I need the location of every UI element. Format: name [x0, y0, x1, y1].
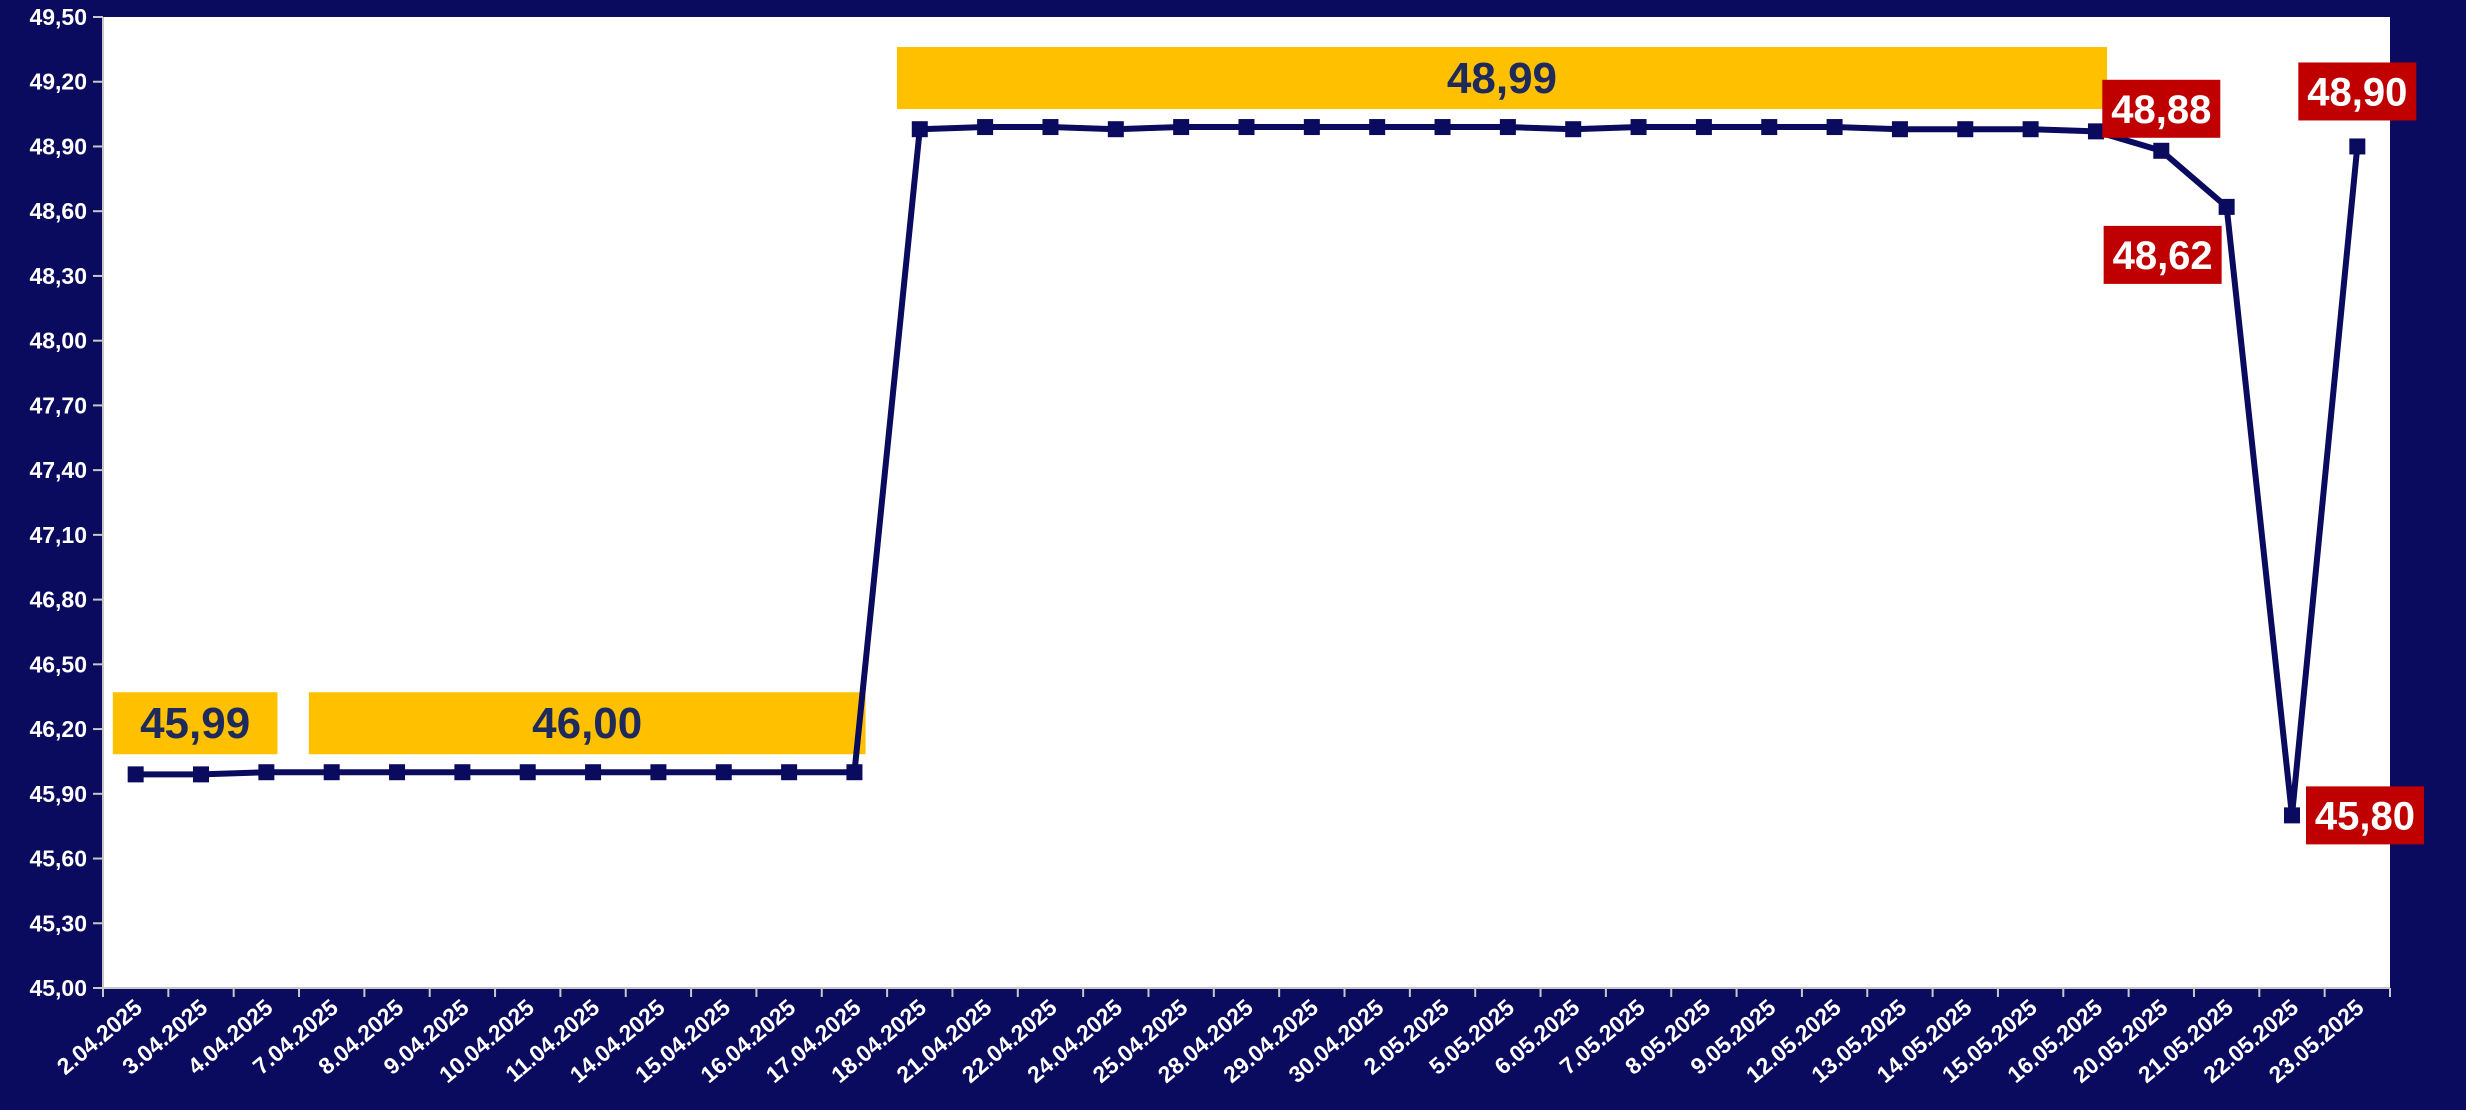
y-tick-label: 48,00 [29, 328, 87, 354]
data-point-marker [911, 121, 928, 138]
alert-label-box [2103, 225, 2222, 284]
plot-area [103, 17, 2390, 988]
y-tick-label: 48,60 [29, 198, 87, 224]
data-point-marker [2153, 142, 2170, 159]
data-point-marker [1499, 119, 1516, 136]
highlight-label: 46,00 [532, 699, 642, 748]
y-tick-label: 49,50 [29, 4, 87, 30]
highlight-label: 48,99 [1447, 54, 1557, 103]
series-group [127, 119, 2366, 824]
highlight-label: 45,99 [140, 699, 250, 748]
data-point-marker [1303, 119, 1320, 136]
data-point-marker [323, 764, 340, 781]
y-tick-label: 45,60 [29, 846, 87, 872]
data-point-marker [1695, 119, 1712, 136]
data-point-marker [2218, 198, 2235, 215]
data-point-marker [846, 764, 863, 781]
data-point-marker [1630, 119, 1647, 136]
y-tick-label: 48,90 [29, 133, 87, 159]
y-tick-label: 48,30 [29, 263, 87, 289]
data-point-marker [977, 119, 994, 136]
data-point-marker [2349, 138, 2366, 155]
highlight-label-box [112, 692, 278, 755]
y-tick-label: 47,40 [29, 457, 87, 483]
y-tick-label: 47,70 [29, 392, 87, 418]
alert-label: 48,62 [2113, 234, 2213, 278]
data-point-marker [258, 764, 275, 781]
alert-label: 45,80 [2315, 794, 2415, 838]
alert-label: 48,88 [2111, 88, 2211, 132]
y-tick-label: 47,10 [29, 522, 87, 548]
y-axis: 45,00 45,30 45,60 45,90 46,20 46,50 46,80 47,10… [29, 4, 104, 1001]
highlight-label-box [308, 692, 866, 755]
data-point-marker [2283, 807, 2300, 824]
data-point-marker [1565, 121, 1582, 138]
data-point-marker [1238, 119, 1255, 136]
alert-label-box [2102, 79, 2221, 138]
data-point-marker [2087, 123, 2104, 140]
alert-label-box [2305, 786, 2424, 845]
data-point-marker [1891, 121, 1908, 138]
data-point-marker [1042, 119, 1059, 136]
data-point-marker [1107, 121, 1124, 138]
y-tick-label: 49,20 [29, 69, 87, 95]
data-point-marker [193, 766, 210, 783]
data-point-marker [650, 764, 667, 781]
data-point-marker [1761, 119, 1778, 136]
data-point-marker [781, 764, 798, 781]
annotation-boxes: 45,99 46,00 48,99 [112, 47, 2108, 755]
data-point-marker [1173, 119, 1190, 136]
y-tick-label: 45,00 [29, 975, 87, 1001]
data-point-marker [519, 764, 536, 781]
data-point-marker [715, 764, 732, 781]
y-tick-label: 45,90 [29, 781, 87, 807]
y-tick-label: 46,50 [29, 651, 87, 677]
data-point-marker [1957, 121, 1974, 138]
data-point-marker [1369, 119, 1386, 136]
data-point-marker [2022, 121, 2039, 138]
data-point-marker [1434, 119, 1451, 136]
data-point-marker [454, 764, 471, 781]
highlight-label-box [896, 47, 2108, 110]
y-tick-label: 46,80 [29, 587, 87, 613]
alert-label-box [2298, 62, 2417, 121]
alert-label: 48,90 [2307, 70, 2407, 114]
y-tick-label: 45,30 [29, 910, 87, 936]
data-point-marker [1826, 119, 1843, 136]
data-point-marker [389, 764, 406, 781]
data-point-marker [127, 766, 144, 783]
data-point-marker [585, 764, 602, 781]
annotation-labels: 48,88 48,62 45,80 48,90 [2102, 62, 2424, 845]
y-tick-label: 46,20 [29, 716, 87, 742]
